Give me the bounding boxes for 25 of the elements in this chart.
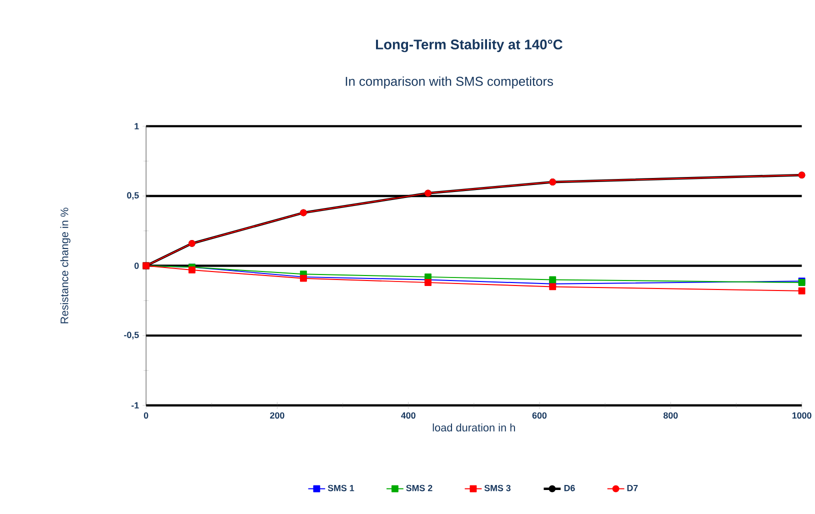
point — [549, 276, 556, 284]
point — [188, 266, 196, 274]
x-tick-label: 0 — [144, 412, 148, 419]
y-tick-label: -0,5 — [124, 332, 139, 340]
y-tick-label: 1 — [134, 123, 139, 130]
y-tick-label: 0,5 — [127, 192, 139, 200]
legend-label: D7 — [627, 485, 638, 492]
point — [798, 288, 806, 295]
y-tick-label: -1 — [132, 402, 139, 409]
x-tick-label: 200 — [270, 412, 284, 419]
x-tick-label: 600 — [532, 412, 547, 419]
y-tick-label: 0 — [134, 262, 139, 270]
legend-label: SMS 1 — [328, 485, 354, 492]
chart-title: Long-Term Stability at 140°C — [376, 39, 562, 52]
y-axis-title: Resistance change in % — [60, 208, 70, 324]
legend-label: SMS 3 — [484, 485, 511, 492]
legend-label: SMS 2 — [406, 485, 432, 492]
x-tick-label: 1000 — [792, 412, 812, 419]
x-tick-label: 400 — [401, 412, 416, 419]
point — [424, 279, 432, 286]
point — [549, 283, 556, 290]
legend-label: D6 — [564, 485, 575, 492]
chart-subtitle: In comparison with SMS competitors — [346, 76, 554, 89]
x-axis-title: load duration in h — [432, 424, 515, 432]
x-tick-label: 800 — [663, 412, 678, 419]
